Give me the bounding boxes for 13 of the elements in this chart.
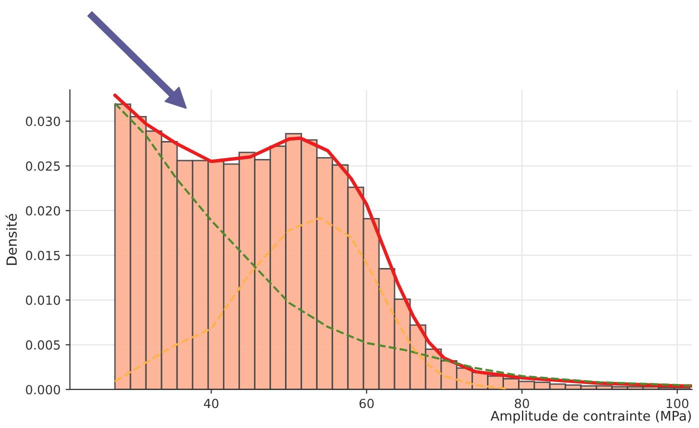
y-tick-label: 0.015 [26,250,60,260]
y-tick-label: 0.010 [26,296,60,305]
y-tick-label: 0.030 [26,116,60,126]
x-tick-label: 80 [514,398,530,408]
x-tick-label: 100 [666,398,688,408]
y-axis-title: Densité [6,214,17,265]
x-tick-label: 40 [204,398,218,408]
y-tick-label: 0.000 [26,384,60,394]
y-tick-label: 0.005 [26,340,60,350]
y-tick-label: 0.020 [26,206,60,216]
x-tick-label: 60 [360,398,374,408]
y-tick-label: 0.025 [26,161,60,171]
x-axis-title: Amplitude de contrainte (MPa) [490,410,691,424]
